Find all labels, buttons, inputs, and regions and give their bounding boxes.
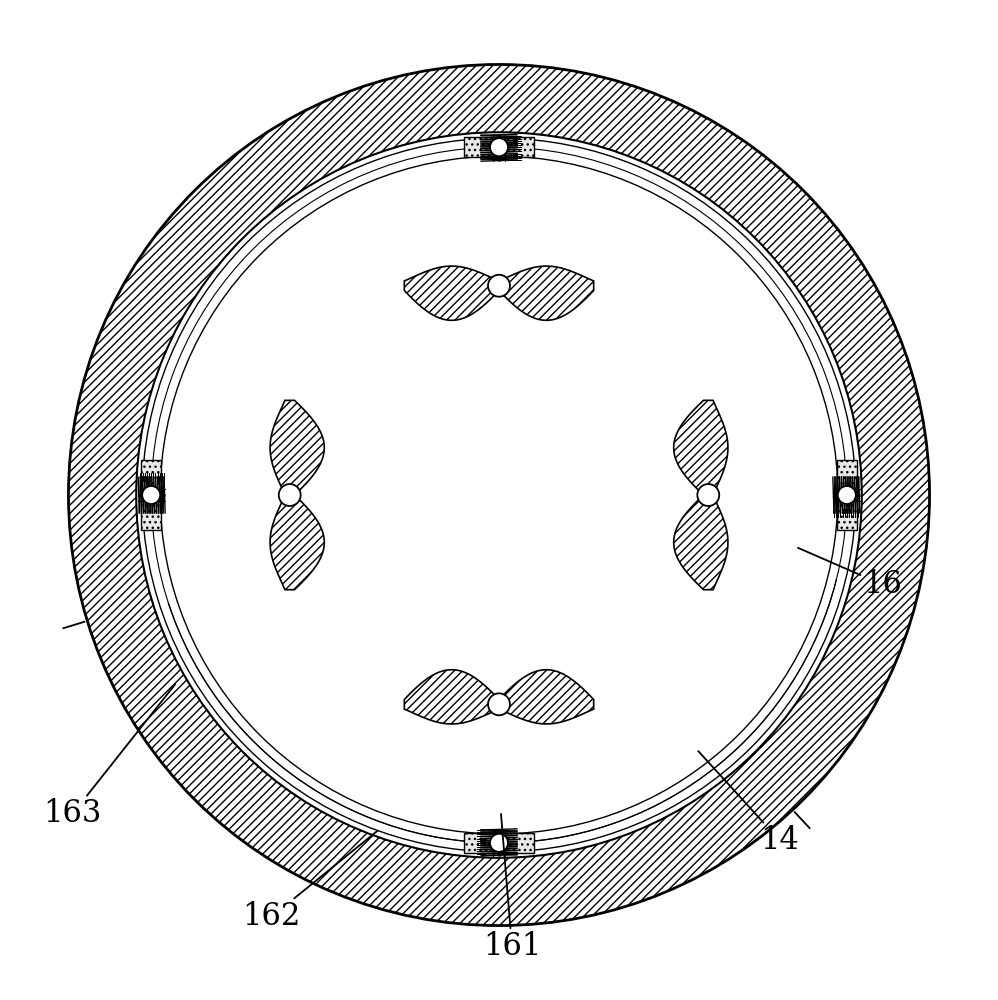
Circle shape xyxy=(142,486,160,504)
Polygon shape xyxy=(674,495,728,590)
Polygon shape xyxy=(141,460,161,530)
Polygon shape xyxy=(464,833,534,853)
Circle shape xyxy=(69,64,929,926)
Circle shape xyxy=(490,138,508,156)
Polygon shape xyxy=(464,137,534,157)
Text: 161: 161 xyxy=(483,814,541,962)
Circle shape xyxy=(698,484,720,506)
Polygon shape xyxy=(837,460,857,530)
Polygon shape xyxy=(404,266,499,320)
Text: 16: 16 xyxy=(798,548,902,600)
Circle shape xyxy=(138,133,860,857)
Polygon shape xyxy=(270,400,324,495)
Text: 163: 163 xyxy=(43,684,175,829)
Circle shape xyxy=(488,275,510,297)
Circle shape xyxy=(488,693,510,715)
Circle shape xyxy=(838,486,856,504)
Polygon shape xyxy=(404,670,499,724)
Text: 162: 162 xyxy=(243,831,377,932)
Polygon shape xyxy=(499,670,594,724)
Circle shape xyxy=(278,484,300,506)
Polygon shape xyxy=(499,266,594,320)
Polygon shape xyxy=(674,400,728,495)
Text: 14: 14 xyxy=(699,751,799,856)
Polygon shape xyxy=(270,495,324,590)
Wedge shape xyxy=(69,64,929,926)
Circle shape xyxy=(490,834,508,852)
